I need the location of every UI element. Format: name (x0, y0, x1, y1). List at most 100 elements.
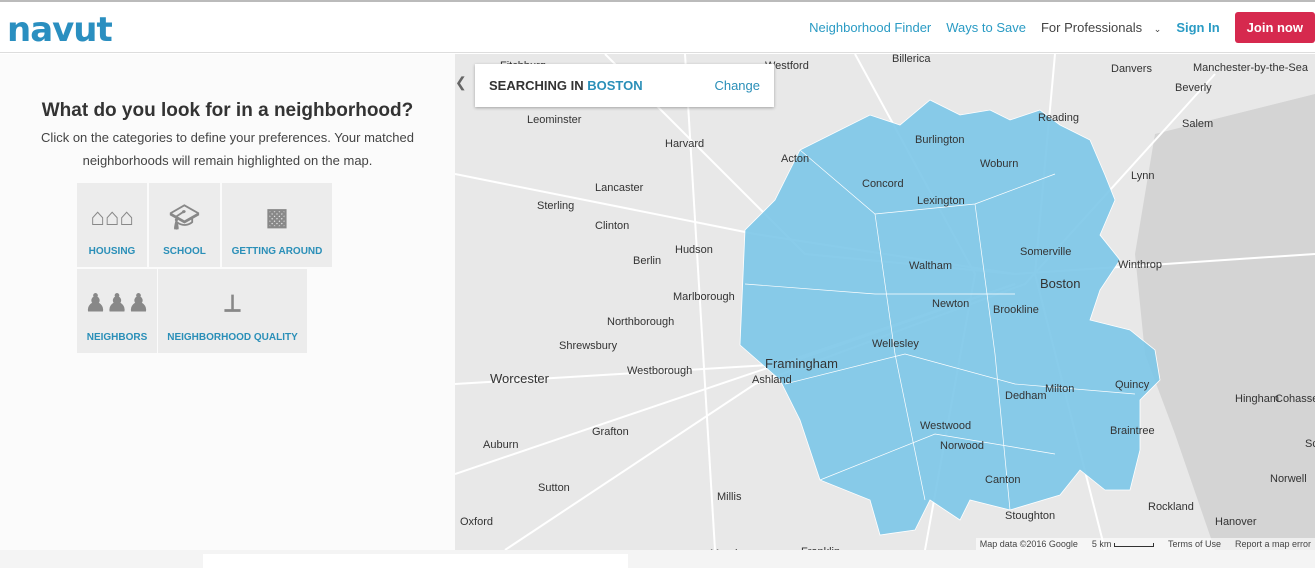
town-label: Auburn (483, 439, 519, 451)
town-label: Salem (1182, 118, 1214, 130)
town-label: Somerville (1020, 246, 1072, 258)
change-city-link[interactable]: Change (714, 78, 760, 93)
search-city: BOSTON (587, 78, 643, 93)
panel-subtitle: Click on the categories to define your p… (41, 130, 414, 168)
top-border (0, 0, 1315, 2)
map-canvas (455, 54, 1315, 550)
town-label: Manchester-by-the-Sea (1193, 62, 1308, 74)
town-label: Canton (985, 474, 1021, 486)
matched-neighborhoods-region (739, 99, 1161, 536)
nav-ways-to-save[interactable]: Ways to Save (946, 20, 1026, 35)
town-label: Danvers (1111, 63, 1152, 75)
logo[interactable]: navut (7, 10, 113, 50)
town-label: Winthrop (1118, 259, 1163, 271)
town-label: Newton (932, 298, 970, 310)
town-label: Northborough (607, 316, 675, 328)
car-icon: ▩ (265, 204, 289, 231)
town-label: Norwell (1270, 473, 1307, 485)
collapse-panel-icon[interactable]: ❮ (455, 74, 467, 90)
footer-bar (0, 550, 1315, 568)
town-label: Wellesley (872, 338, 919, 350)
footer-box (203, 554, 628, 568)
town-label: Lancaster (595, 182, 644, 194)
town-label: Clinton (595, 220, 630, 232)
town-label: Berlin (633, 255, 662, 267)
scale-line (1113, 543, 1154, 547)
town-label: Reading (1038, 112, 1079, 124)
signpost-icon: ⟂ (224, 290, 241, 317)
town-label: Scituate (1305, 438, 1315, 450)
town-label: Beverly (1175, 82, 1212, 94)
town-label: Ashland (752, 374, 792, 386)
town-label: Woburn (980, 158, 1019, 170)
town-label: Marlborough (673, 291, 735, 303)
searching-in-label: SEARCHING IN BOSTON (489, 78, 643, 93)
town-label: Westwood (920, 420, 972, 432)
town-label: Boston (1040, 276, 1081, 291)
category-school[interactable]: 🎓︎ SCHOOL (149, 183, 220, 267)
nav-for-professionals-label: For Professionals (1040, 20, 1143, 35)
category-neighbors[interactable]: ♟♟♟ NEIGHBORS (77, 269, 157, 353)
category-label: SCHOOL (163, 246, 206, 257)
town-label: Quincy (1115, 379, 1150, 391)
town-label: Acton (781, 153, 810, 165)
category-getting-around[interactable]: ▩ GETTING AROUND (222, 183, 332, 267)
category-neighborhood-quality[interactable]: ⟂ NEIGHBORHOOD QUALITY (158, 269, 307, 353)
town-label: Billerica (892, 54, 931, 65)
header: navut Neighborhood Finder Ways to Save F… (0, 2, 1315, 53)
scale-bar: 5 km (1092, 539, 1154, 549)
category-label: NEIGHBORHOOD QUALITY (167, 332, 298, 343)
report-map-error-link[interactable]: Report a map error (1234, 539, 1311, 549)
search-location-box: SEARCHING IN BOSTON Change (475, 64, 774, 107)
map[interactable]: FitchburgWestfordBillericaDanversManches… (455, 54, 1315, 550)
join-now-button[interactable]: Join now (1234, 12, 1315, 43)
nav-neighborhood-finder[interactable]: Neighborhood Finder (809, 20, 932, 35)
town-label: Lexington (917, 195, 965, 207)
town-label: Westborough (627, 365, 693, 377)
category-label: NEIGHBORS (86, 332, 148, 343)
town-label: Norwood (940, 440, 985, 452)
nav-for-professionals[interactable]: For Professionals ⌄ (1041, 20, 1161, 35)
category-housing[interactable]: ⌂⌂⌂ HOUSING (77, 183, 147, 267)
ocean (1135, 94, 1315, 550)
town-label: Worcester (490, 371, 549, 386)
chevron-down-icon: ⌄ (1153, 24, 1162, 34)
town-label: Burlington (915, 134, 965, 146)
town-label: Lynn (1131, 170, 1155, 182)
graduation-cap-icon: 🎓︎ (169, 204, 200, 231)
town-label: Milton (1045, 383, 1075, 395)
category-label: HOUSING (88, 246, 136, 257)
town-label: Franklin (801, 546, 840, 550)
town-label: Sterling (537, 200, 575, 212)
main-nav: Neighborhood Finder Ways to Save For Pro… (809, 12, 1315, 43)
town-label: Rockland (1148, 501, 1194, 513)
town-label: Millis (717, 491, 742, 503)
panel-title: What do you look for in a neighborhood? (41, 100, 414, 121)
town-label: Waltham (909, 260, 952, 272)
town-label: Grafton (592, 426, 629, 438)
map-data-credit: Map data ©2016 Google (979, 539, 1078, 549)
town-label: Dedham (1005, 390, 1047, 402)
preferences-panel: What do you look for in a neighborhood? … (0, 54, 455, 550)
town-label: Cohasset (1275, 393, 1315, 405)
scale-label: 5 km (1091, 539, 1112, 549)
town-label: Hingham (1235, 393, 1280, 405)
town-label: Hanover (1215, 516, 1257, 528)
neighborhood-borders (744, 149, 1136, 511)
map-attribution: Map data ©2016 Google 5 km Terms of Use … (975, 538, 1315, 550)
town-label: Braintree (1110, 425, 1155, 437)
terms-of-use-link[interactable]: Terms of Use (1167, 539, 1221, 549)
search-prefix: SEARCHING IN (489, 78, 584, 93)
town-label: Leominster (527, 114, 582, 126)
town-label: Stoughton (1005, 510, 1056, 522)
sign-in-link[interactable]: Sign In (1176, 20, 1220, 35)
town-label: Concord (862, 178, 904, 190)
people-icon: ♟♟♟ (84, 290, 150, 317)
town-label: Sutton (538, 482, 570, 494)
town-label: Hudson (675, 244, 713, 256)
town-label: Shrewsbury (559, 340, 618, 352)
town-label: Framingham (765, 356, 838, 371)
houses-icon: ⌂⌂⌂ (90, 204, 134, 231)
town-label: Harvard (665, 138, 705, 150)
town-label: Westford (765, 60, 809, 72)
